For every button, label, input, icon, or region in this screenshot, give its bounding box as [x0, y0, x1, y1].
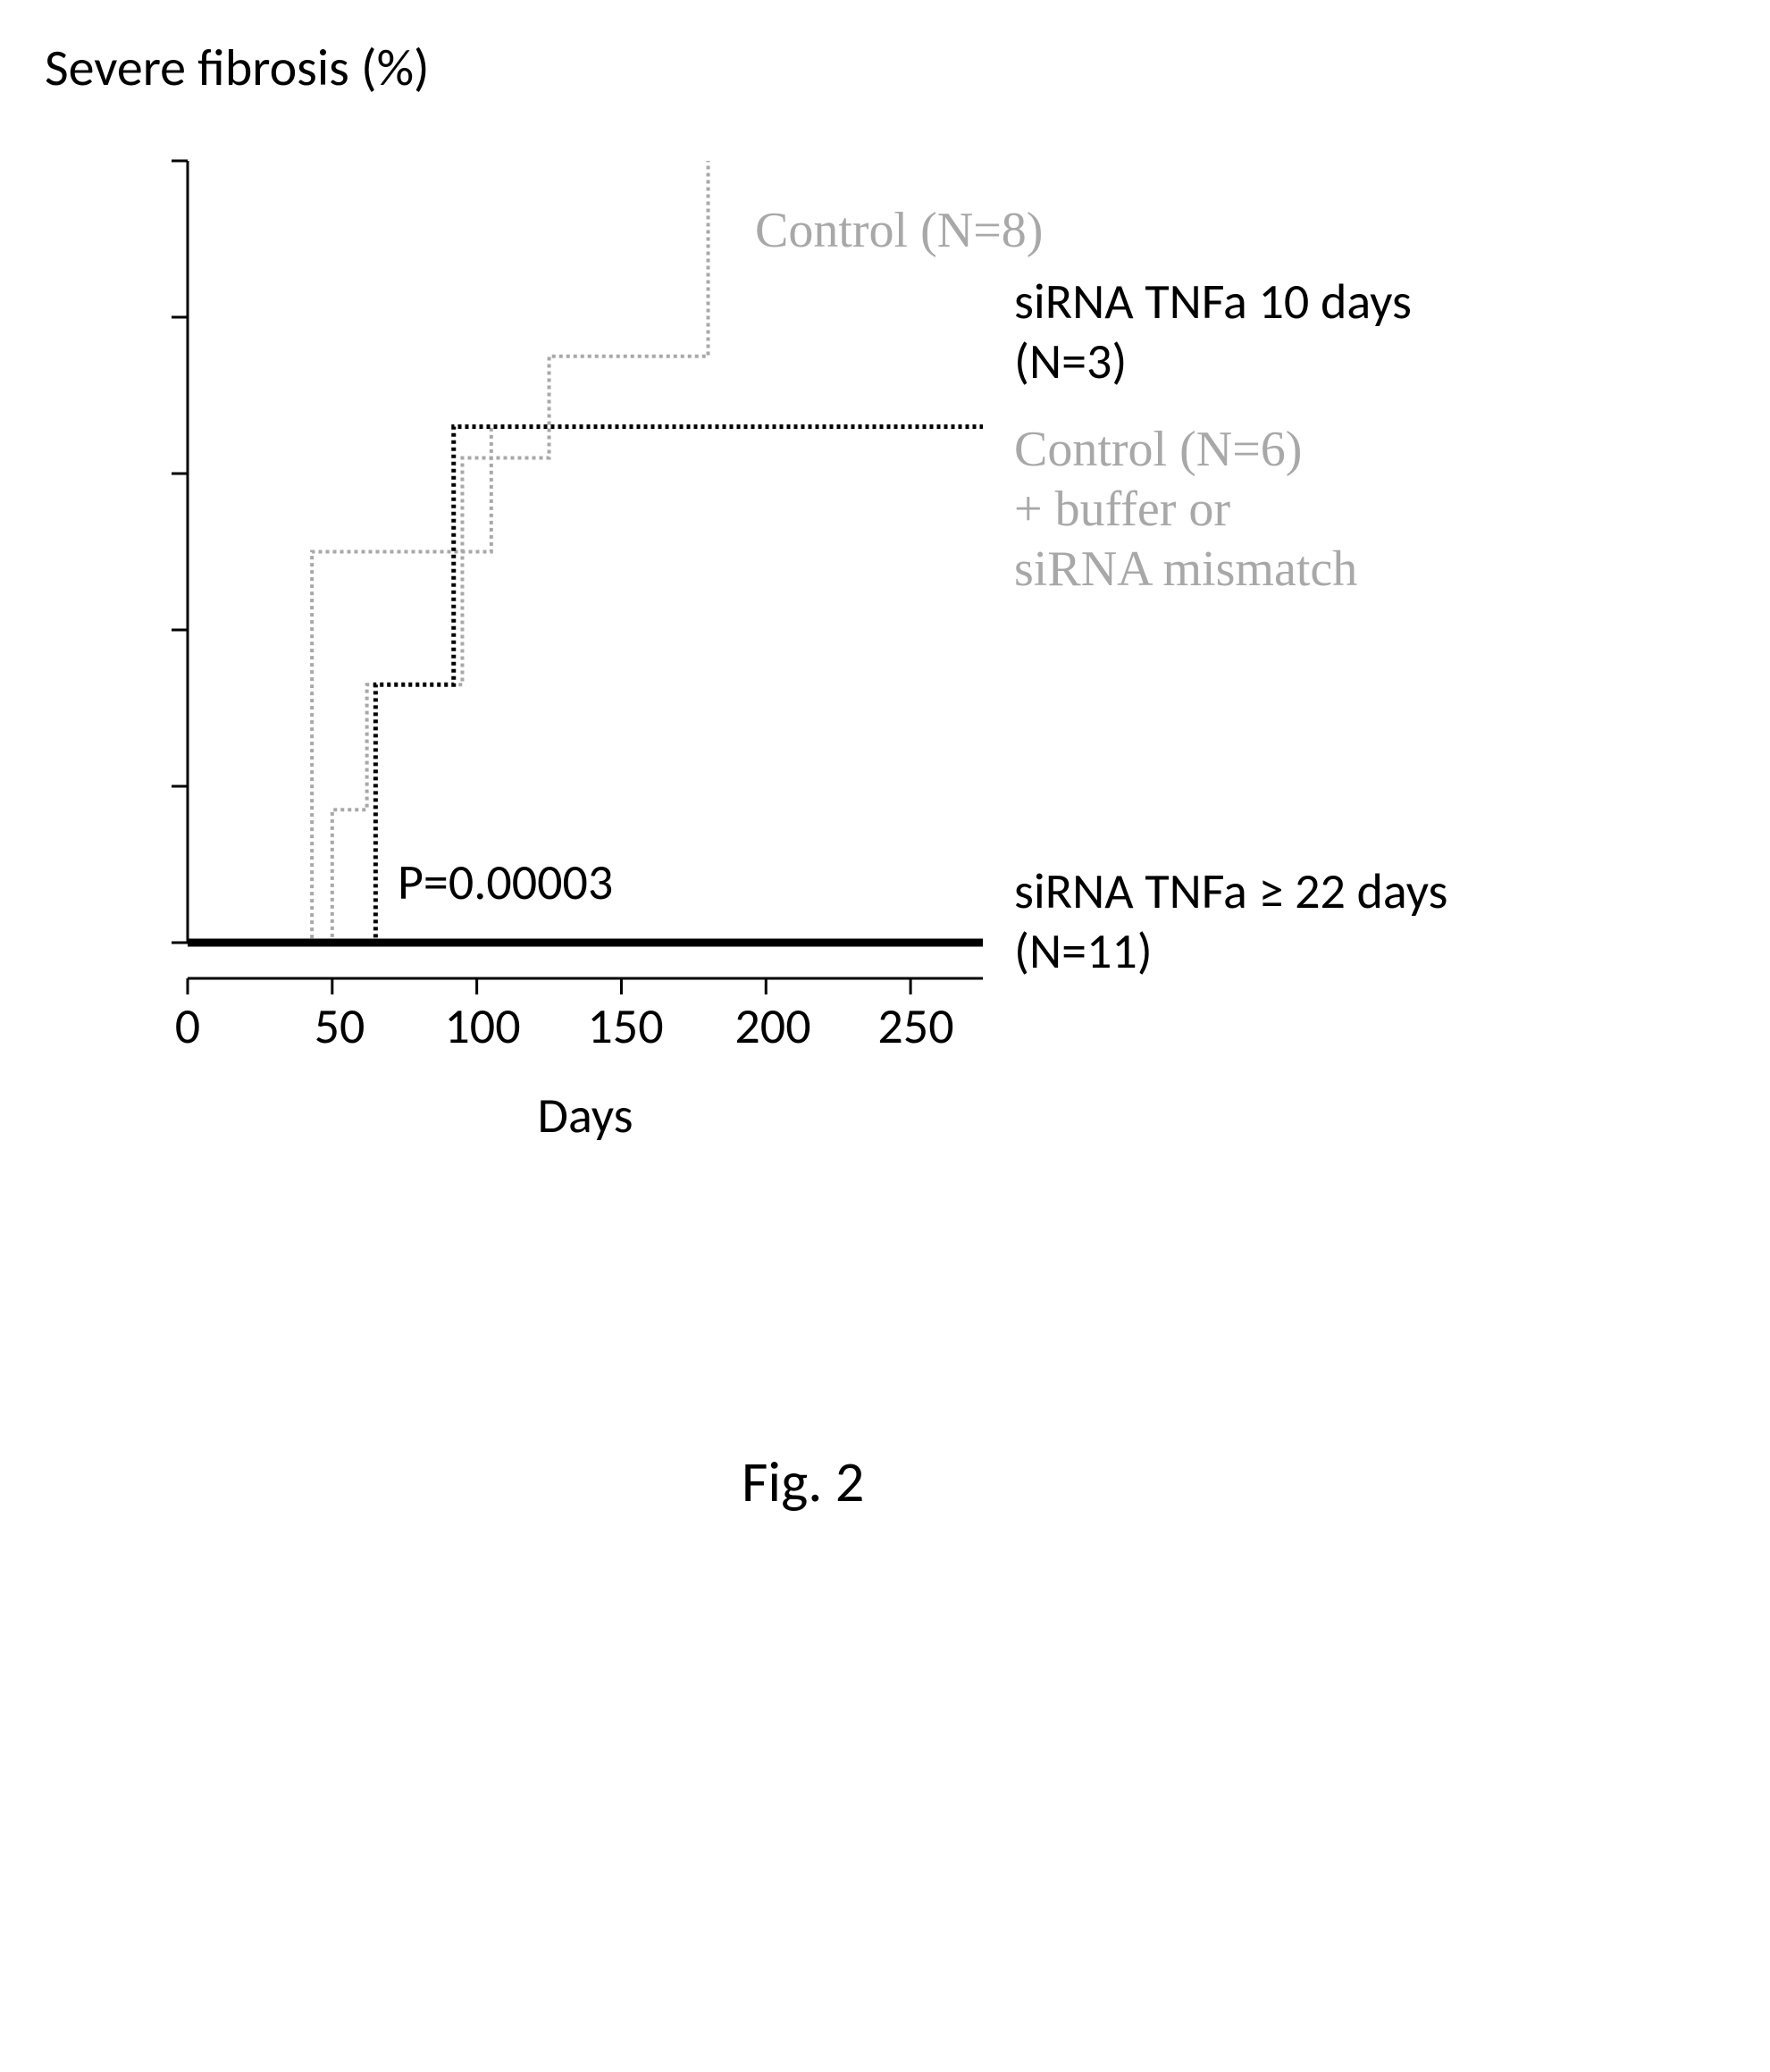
xtick-0: 0 [170, 996, 206, 1057]
label-line: siRNA TNFa 10 days [1014, 273, 1640, 332]
label-line: (N=3) [1014, 332, 1640, 392]
label-line: siRNA TNFa ≥ 22 days [1014, 862, 1640, 922]
label-sirna-10days: siRNA TNFa 10 days (N=3) [1014, 273, 1640, 392]
xtick-5: 250 [871, 996, 960, 1057]
xtick-4: 200 [728, 996, 818, 1057]
label-line: Control (N=6) [1014, 420, 1640, 480]
label-line: siRNA mismatch [1014, 540, 1640, 600]
label-line: + buffer or [1014, 480, 1640, 540]
label-line: (N=11) [1014, 922, 1640, 982]
xtick-1: 50 [304, 996, 375, 1057]
xtick-2: 100 [438, 996, 527, 1057]
label-sirna-22days: siRNA TNFa ≥ 22 days (N=11) [1014, 862, 1640, 982]
chart-svg [0, 0, 1770, 1251]
label-control-n6: Control (N=6) + buffer or siRNA mismatch [1014, 420, 1640, 600]
x-axis-label: Days [188, 1086, 983, 1146]
label-control-n8: Control (N=8) [755, 201, 1291, 261]
p-value-label: P=0.00003 [398, 853, 613, 913]
figure-caption: Fig. 2 [742, 1447, 864, 1517]
series-control-n8 [188, 161, 709, 943]
page: Severe fibrosis (%) 0 20 40 60 80 100 0 … [0, 0, 1770, 2072]
xtick-3: 150 [581, 996, 670, 1057]
